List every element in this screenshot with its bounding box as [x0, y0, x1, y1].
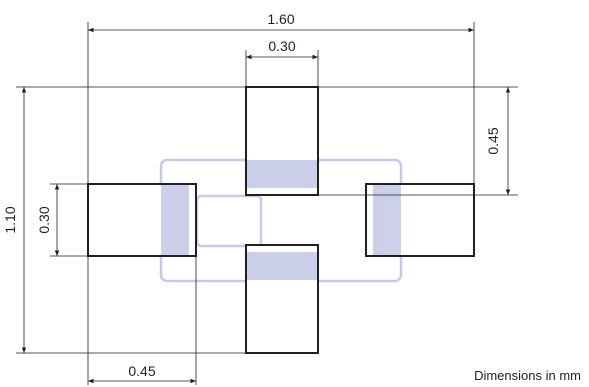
pad-borders — [87, 86, 475, 354]
overlap-top-top — [247, 160, 317, 188]
dimension-labels: 1.60 0.30 0.45 1.10 0.30 0.45 Dimensions… — [2, 11, 581, 383]
units-note: Dimensions in mm — [474, 368, 581, 383]
label-overall-width: 1.60 — [267, 11, 294, 27]
label-pad-offset: 0.45 — [485, 127, 501, 154]
pad-bottom-border — [245, 244, 319, 354]
pad-right-border — [365, 183, 475, 257]
pad-top-border — [245, 86, 319, 196]
extension-lines — [16, 22, 518, 385]
dimension-arrows — [21, 27, 511, 384]
overlap-bottom-top — [247, 252, 317, 280]
label-bottom-width: 0.45 — [128, 363, 155, 379]
land-pads — [87, 86, 475, 354]
overlap-left-top — [161, 185, 189, 255]
label-side-pad-height: 0.30 — [36, 206, 52, 233]
package-inner-outline — [195, 194, 263, 248]
label-top-pad-width: 0.30 — [268, 38, 295, 54]
label-overall-height: 1.10 — [2, 206, 18, 233]
pad-left-border — [87, 183, 197, 257]
pad-overlap-top-layer — [161, 160, 401, 280]
overlap-right-top — [373, 185, 401, 255]
